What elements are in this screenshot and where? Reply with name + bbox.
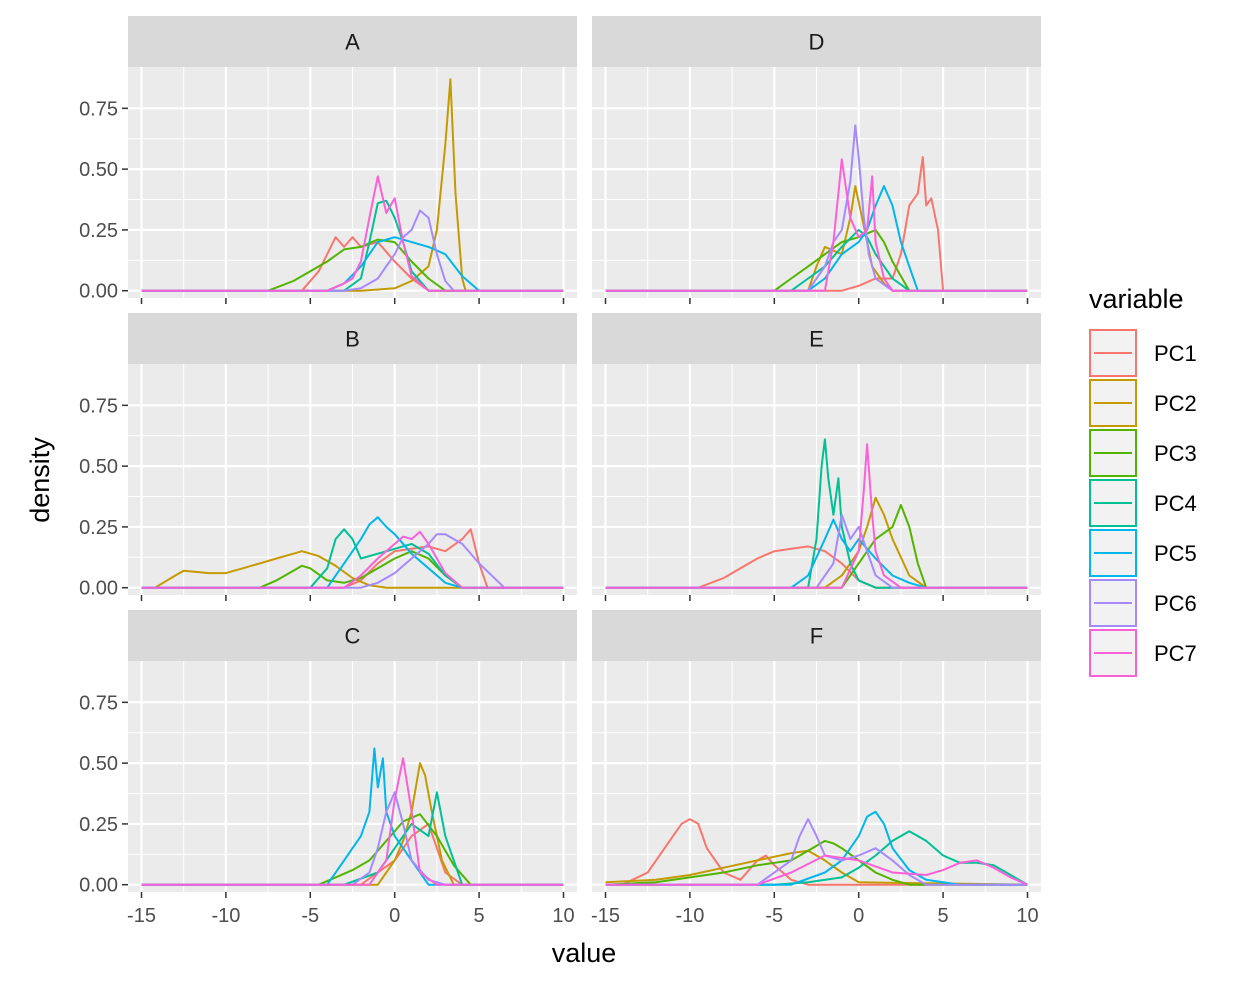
density-line-pc7 xyxy=(141,175,564,292)
x-tick-label: 0 xyxy=(389,905,400,927)
legend: variable PC1 PC2 PC3 PC4 PC5 PC6 PC7 xyxy=(1089,284,1197,677)
density-line-pc3 xyxy=(605,504,1028,589)
legend-label: PC7 xyxy=(1154,641,1197,666)
facet-strip xyxy=(128,313,577,364)
y-tick-label: 0.75 xyxy=(79,692,118,714)
x-tick-label: 10 xyxy=(1016,905,1038,927)
panel-f: F -15 -10 -5 0 5 10 xyxy=(591,610,1041,927)
y-tick-label: 0.75 xyxy=(79,98,118,120)
density-line-pc3 xyxy=(605,839,1028,886)
density-line-pc4 xyxy=(605,228,1028,292)
density-line-pc6 xyxy=(141,209,564,292)
y-tick-label: 0.50 xyxy=(79,753,118,775)
x-tick-label: -5 xyxy=(765,905,783,927)
density-line-pc1 xyxy=(605,818,1028,886)
panel-b: B 0.00 0.25 0.50 0.75 xyxy=(79,313,577,601)
facet-strip-label: B xyxy=(345,327,360,352)
y-tick-label: 0.50 xyxy=(79,456,118,478)
legend-item-pc1: PC1 xyxy=(1089,329,1197,377)
legend-label: PC1 xyxy=(1154,341,1197,366)
density-line-pc5 xyxy=(605,518,1028,589)
legend-label: PC4 xyxy=(1154,491,1197,516)
density-line-pc2 xyxy=(605,849,1028,886)
density-line-pc6 xyxy=(605,513,1028,589)
density-line-pc6 xyxy=(141,533,564,589)
density-line-pc7 xyxy=(141,530,564,589)
density-line-pc4 xyxy=(141,199,564,292)
y-tick-label: 0.75 xyxy=(79,395,118,417)
density-line-pc2 xyxy=(141,762,564,886)
panel-e: E xyxy=(592,313,1041,601)
y-tick-label: 0.00 xyxy=(79,875,118,897)
legend-title: variable xyxy=(1089,284,1184,314)
density-line-pc2 xyxy=(605,496,1028,589)
legend-item-pc2: PC2 xyxy=(1089,379,1197,427)
density-line-pc2 xyxy=(141,550,564,589)
panels-layer: A 0.00 0.25 0.50 0.75 B 0.00 0.25 0.50 0.75 C 0.00 0… xyxy=(79,16,1041,927)
density-line-pc5 xyxy=(141,516,564,589)
facet-strip-label: D xyxy=(809,30,825,55)
panel-a: A 0.00 0.25 0.50 0.75 xyxy=(79,16,577,304)
x-tick-label: 0 xyxy=(853,905,864,927)
density-line-pc5 xyxy=(605,810,1028,886)
y-tick-label: 0.25 xyxy=(79,220,118,242)
legend-label: PC3 xyxy=(1154,441,1197,466)
y-tick-label: 0.00 xyxy=(79,578,118,600)
x-tick-label: -15 xyxy=(127,905,156,927)
legend-item-pc4: PC4 xyxy=(1089,479,1197,527)
facet-strip-label: E xyxy=(809,327,824,352)
density-line-pc6 xyxy=(141,791,564,886)
y-tick-label: 0.25 xyxy=(79,814,118,836)
x-tick-label: 5 xyxy=(938,905,949,927)
facet-strip-label: A xyxy=(345,30,360,55)
y-tick-label: 0.00 xyxy=(79,281,118,303)
facet-strip xyxy=(592,313,1041,364)
facet-strip xyxy=(592,610,1041,661)
density-line-pc5 xyxy=(605,185,1028,292)
legend-label: PC2 xyxy=(1154,391,1197,416)
facet-strip-label: F xyxy=(810,624,823,649)
density-line-pc7 xyxy=(141,757,564,886)
density-line-pc1 xyxy=(141,236,564,292)
legend-item-pc7: PC7 xyxy=(1089,629,1197,677)
density-line-pc4 xyxy=(605,438,1028,589)
facet-strip xyxy=(128,610,577,661)
density-line-pc2 xyxy=(141,78,564,292)
facet-strip-label: C xyxy=(345,624,361,649)
legend-label: PC5 xyxy=(1154,541,1197,566)
density-line-pc4 xyxy=(141,528,564,589)
x-tick-label: 10 xyxy=(552,905,574,927)
x-tick-label: -10 xyxy=(211,905,240,927)
legend-item-pc6: PC6 xyxy=(1089,579,1197,627)
legend-label: PC6 xyxy=(1154,591,1197,616)
x-axis-title: value xyxy=(552,938,617,968)
facet-strip xyxy=(592,16,1041,67)
legend-item-pc5: PC5 xyxy=(1089,529,1197,577)
density-line-pc1 xyxy=(605,156,1028,292)
y-axis-title: density xyxy=(25,437,55,523)
density-line-pc6 xyxy=(605,124,1028,292)
x-tick-label: -15 xyxy=(591,905,620,927)
x-tick-label: 5 xyxy=(474,905,485,927)
density-line-pc7 xyxy=(605,854,1028,886)
x-tick-label: -10 xyxy=(675,905,704,927)
density-line-pc3 xyxy=(141,238,564,292)
legend-keys: PC1 PC2 PC3 PC4 PC5 PC6 PC7 xyxy=(1089,329,1197,677)
density-line-pc7 xyxy=(605,158,1028,292)
y-tick-label: 0.25 xyxy=(79,517,118,539)
x-tick-label: -5 xyxy=(301,905,319,927)
facet-strip xyxy=(128,16,577,67)
legend-item-pc3: PC3 xyxy=(1089,429,1197,477)
density-line-pc7 xyxy=(605,443,1028,589)
y-tick-label: 0.50 xyxy=(79,159,118,181)
panel-c: C 0.00 0.25 0.50 0.75 -15 -10 -5 0 5 10 xyxy=(79,610,577,927)
density-line-pc5 xyxy=(141,747,564,886)
panel-d: D xyxy=(592,16,1041,304)
